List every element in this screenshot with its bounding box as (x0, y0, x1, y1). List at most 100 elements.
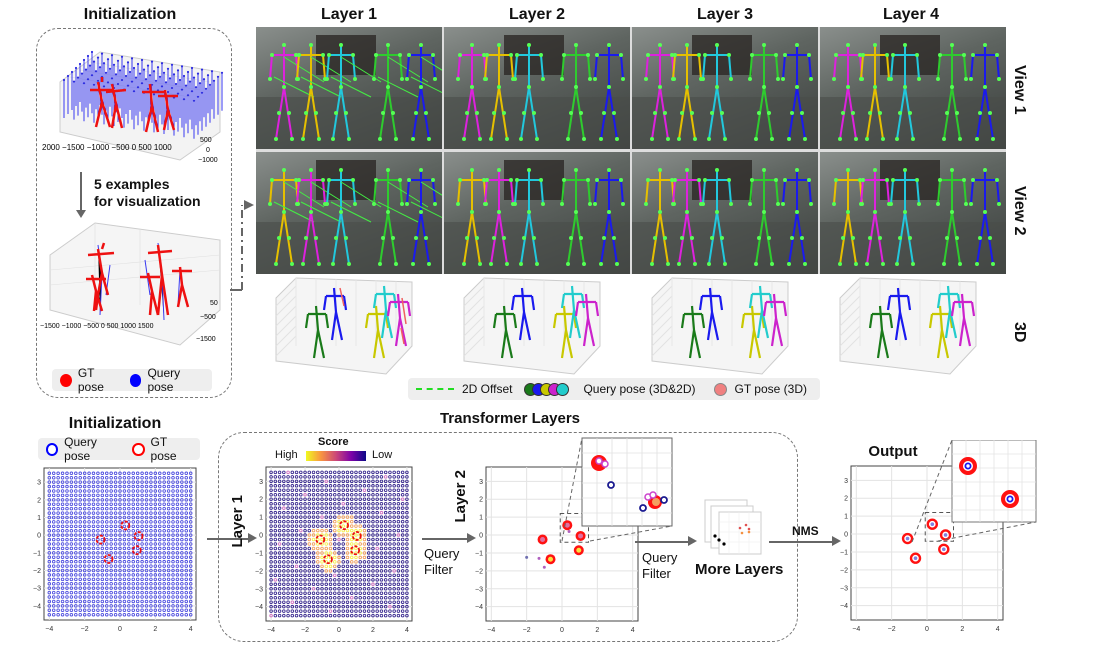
svg-text:2: 2 (960, 626, 964, 633)
svg-text:−2: −2 (523, 627, 531, 634)
query-filter-1: Query Filter (424, 546, 459, 578)
layer2-side-label: Layer 2 (452, 470, 469, 523)
svg-text:500: 500 (200, 137, 212, 144)
svg-text:−500: −500 (200, 314, 216, 321)
svg-text:−4: −4 (33, 603, 41, 610)
nms-label: NMS (792, 524, 819, 538)
svg-text:1: 1 (479, 515, 483, 522)
layer-title-3: Layer 3 (696, 6, 754, 23)
svg-text:2: 2 (479, 497, 483, 504)
svg-text:0: 0 (206, 147, 210, 154)
output-zoom-inset (911, 440, 1037, 542)
score-low: Low (372, 449, 393, 461)
top-init-title: Initialization (83, 6, 177, 23)
transformer-box (218, 432, 798, 642)
init-scatter-plot: −4 −2 0 2 4 3 2 1 0 −1 −2 −3 −4 (28, 466, 200, 636)
svg-text:2: 2 (153, 626, 157, 633)
svg-text:2: 2 (259, 497, 263, 504)
top-init-box (36, 28, 232, 398)
svg-text:1: 1 (259, 515, 263, 522)
svg-text:2000 −1500 −1000 −500 0 50: 2000 −1500 −1000 −500 0 500 1000 (42, 143, 172, 152)
svg-text:4: 4 (631, 627, 635, 634)
svg-text:−1500: −1500 (196, 336, 216, 343)
arrow-to-layer2-head (467, 533, 476, 543)
query-colors-icon (524, 382, 570, 396)
view1-layer4-image (820, 27, 1006, 149)
layer1-side-label: Layer 1 (229, 495, 246, 548)
bottom-init-legend: Query pose GT pose (38, 435, 200, 463)
svg-text:−3: −3 (840, 585, 848, 592)
output-title: Output (868, 443, 918, 460)
arrow-to-layer1-head (248, 533, 257, 543)
init-3d-plot-examples: −1500 −1000 −500 0 500 1000 1500 50 −500… (40, 222, 221, 346)
legend-2d-offset: 2D Offset (462, 382, 513, 396)
skeleton-3d-row (256, 276, 1006, 376)
row-label-view2: View 2 (1011, 186, 1028, 236)
dashed-offset-icon (416, 388, 454, 390)
svg-text:0: 0 (560, 627, 564, 634)
svg-text:0: 0 (925, 626, 929, 633)
svg-text:2: 2 (595, 627, 599, 634)
arrow-to-layer1 (207, 538, 252, 540)
layer-title-1: Layer 1 (320, 6, 378, 23)
3d-skeleton-panel-1 (275, 277, 413, 375)
svg-text:2: 2 (844, 496, 848, 503)
legend-gt-pose-bottom: GT pose (150, 435, 177, 463)
output-scatter-plot: −4 −2 0 2 4 3 2 1 0 −1 −2 −3 −4 (835, 464, 1007, 636)
top-init-legend: GT pose Query pose (52, 366, 212, 394)
query-ring-icon (46, 442, 59, 456)
transformer-title: Transformer Layers (439, 410, 581, 427)
svg-text:−3: −3 (475, 586, 483, 593)
view1-layer1-image (256, 27, 442, 149)
gt-ring-icon (132, 442, 145, 456)
layer-title-2: Layer 2 (508, 6, 566, 23)
svg-text:50: 50 (210, 300, 218, 307)
legend-query-pose-3d2d: Query pose (3D&2D) (583, 382, 696, 396)
svg-text:0: 0 (37, 533, 41, 540)
layer-title-4: Layer 4 (882, 6, 940, 23)
view1-layer2-image (444, 27, 630, 149)
svg-text:−1000: −1000 (198, 157, 218, 164)
down-arrow-head (76, 210, 86, 218)
init-3d-plot-queries: 2000 −1500 −1000 −500 0 500 1000 500 0 −… (42, 50, 224, 164)
arrow-to-layer2 (422, 538, 470, 540)
svg-text:4: 4 (189, 626, 193, 633)
photo-grid (256, 27, 1006, 274)
svg-text:4: 4 (996, 626, 1000, 633)
arrow-to-output-head (832, 536, 841, 546)
svg-text:3: 3 (479, 479, 483, 486)
query-filter-2: Query Filter (642, 550, 677, 582)
query-pose-dot-icon (129, 373, 142, 387)
arrow-to-output (769, 541, 834, 543)
svg-text:2: 2 (37, 497, 41, 504)
svg-text:−2: −2 (255, 568, 263, 575)
svg-text:1: 1 (844, 514, 848, 521)
arrow-to-more-layers-head (688, 536, 697, 546)
down-arrow (80, 172, 82, 212)
dashed-connector-arrow (230, 200, 254, 291)
examples-caption-line1: 5 examples (94, 176, 170, 192)
query-filter-2-line1: Query (642, 550, 678, 565)
svg-text:0: 0 (118, 626, 122, 633)
svg-text:−4: −4 (45, 626, 53, 633)
arrow-to-more-layers (635, 541, 690, 543)
gt-pose-dot-icon (60, 373, 72, 387)
layer1-scatter-plot: −4 −2 0 2 4 3 2 1 0 −1 −2 −3 −4 (250, 465, 416, 637)
examples-caption: 5 examples for visualization (94, 176, 201, 210)
svg-text:−1: −1 (255, 550, 263, 557)
query-filter-2-line2: Filter (642, 566, 671, 581)
gt-pose-3d-icon (713, 382, 727, 396)
svg-text:3: 3 (259, 479, 263, 486)
svg-text:−2: −2 (33, 568, 41, 575)
legend-gt-pose: GT pose (77, 366, 104, 394)
svg-text:1: 1 (37, 515, 41, 522)
svg-text:0: 0 (337, 627, 341, 634)
legend-query-pose-bottom: Query pose (64, 435, 97, 463)
examples-caption-line2: for visualization (94, 193, 201, 209)
score-high: High (275, 449, 298, 461)
legend-query-pose: Query pose (147, 366, 181, 394)
svg-text:3: 3 (844, 478, 848, 485)
svg-text:4: 4 (405, 627, 409, 634)
row-label-3d: 3D (1011, 322, 1028, 343)
svg-text:−2: −2 (81, 626, 89, 633)
